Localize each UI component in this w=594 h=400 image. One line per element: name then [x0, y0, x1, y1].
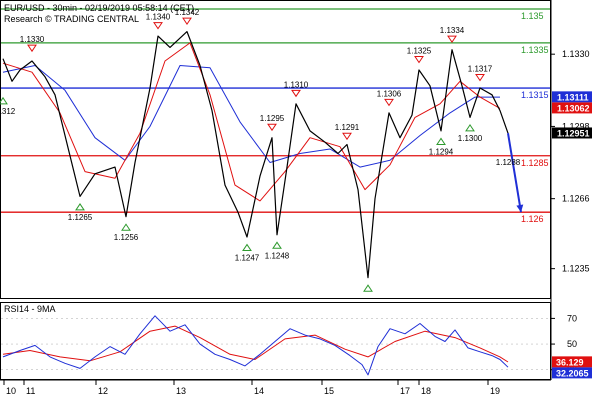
trough-marker [465, 124, 475, 132]
peak-label: 1.1325 [407, 46, 432, 55]
x-tick-label: 14 [254, 386, 264, 396]
chart-header-title: EUR/USD - 30min - 02/19/2019 05:58:14 (C… [4, 3, 194, 13]
forecast-arrow-head [516, 204, 524, 213]
y-tick-label: 1.1330 [562, 49, 590, 59]
trough-marker [272, 241, 282, 249]
peak-label: 1.1342 [175, 8, 200, 17]
trough-marker [0, 96, 8, 105]
y-tick-label: 1.1266 [562, 194, 590, 204]
rsi-line [2, 315, 509, 376]
rsi-grid [1, 318, 550, 371]
trough-label: 1.1247 [235, 254, 260, 263]
peak-label: 1.1340 [146, 13, 171, 22]
peak-label: 1.1291 [335, 123, 360, 132]
rsi-ma-series [2, 325, 509, 363]
price-label: 1.1288 [496, 158, 521, 167]
trough-label: 1.1294 [429, 147, 454, 156]
annotations: 1.1312 1.1330 1.1265 1.1256 1.1340 1.1342 1.12… [0, 8, 521, 292]
peak-marker [342, 132, 352, 141]
level-label: 1.126 [521, 214, 544, 224]
level-label: 1.1335 [521, 45, 549, 55]
rsi-value-badge [552, 367, 592, 379]
x-tick-label: 13 [176, 386, 186, 396]
chart-header-source: Research © TRADING CENTRAL [4, 14, 139, 24]
trough-marker [363, 284, 373, 292]
trough-marker [75, 203, 85, 211]
rsi-series [2, 315, 509, 376]
x-tick-label: 18 [421, 386, 431, 396]
price-line [2, 31, 509, 279]
trough-marker [121, 223, 131, 231]
x-tick-label: 11 [26, 386, 35, 396]
trough-label: 1.1300 [458, 134, 483, 143]
peak-label: 1.1330 [20, 35, 45, 44]
rsi-tick-label: 70 [567, 313, 577, 323]
peak-marker [182, 17, 192, 25]
peak-marker [475, 74, 485, 82]
rsi-value-label: 36.129 [556, 357, 584, 367]
rsi-value-badge [552, 356, 592, 368]
level-label: 1.135 [521, 11, 544, 21]
ma-fast-series [2, 42, 501, 202]
level-label: 1.1315 [521, 90, 549, 100]
rsi-tick-label: 50 [567, 339, 577, 349]
peak-marker [267, 123, 277, 132]
trough-label: 1.1256 [114, 233, 139, 242]
rsi-value-label: 32.2065 [556, 368, 589, 378]
current-price-label: 1.13062 [557, 103, 590, 113]
current-price-badge [552, 91, 592, 103]
x-tick-label: 12 [98, 386, 108, 396]
peak-label: 1.1295 [260, 114, 285, 123]
level-lines: 1.135 1.1335 1.1315 1.1285 1.126 [1, 8, 550, 224]
current-price-label: 1.13111 [557, 92, 589, 102]
trough-label: 1.1248 [265, 251, 290, 260]
price-axis: 1.1330 1.1298 1.1266 1.1235 [551, 49, 590, 274]
trough-label: 1.1312 [0, 107, 16, 116]
ma-slow-line [2, 65, 500, 168]
peak-label: 1.1310 [284, 80, 309, 89]
forecast-arrow [507, 133, 524, 213]
level-label: 1.1285 [521, 158, 549, 168]
current-price-badge [552, 102, 592, 114]
ma-fast-line [2, 42, 501, 202]
peak-marker [27, 44, 37, 53]
trough-marker [436, 137, 446, 145]
peak-label: 1.1334 [440, 26, 465, 35]
current-price-label: 1.12951 [557, 128, 590, 138]
trough-marker [242, 243, 252, 252]
x-tick-label: 10 [6, 386, 16, 396]
current-price-badge [552, 127, 592, 139]
peak-marker [153, 22, 163, 30]
peak-marker [384, 98, 394, 107]
forecast-arrow-line [507, 133, 522, 213]
y-tick-label: 1.1235 [562, 264, 590, 274]
peak-marker [447, 35, 457, 44]
time-axis: 10 11 12 13 14 15 17 18 19 [0, 379, 551, 396]
rsi-ma-line [2, 325, 509, 363]
peak-marker [414, 55, 424, 64]
peak-label: 1.1306 [377, 89, 402, 98]
y-tick-label: 1.1298 [562, 121, 590, 131]
peak-label: 1.1317 [468, 65, 493, 74]
x-tick-label: 17 [400, 386, 410, 396]
rsi-panel-title: RSI14 - 9MA [4, 304, 56, 314]
ma-slow-series [2, 65, 500, 168]
price-series [2, 31, 509, 279]
peak-marker [291, 89, 301, 98]
x-tick-label: 15 [324, 386, 334, 396]
trough-label: 1.1265 [68, 213, 93, 222]
x-tick-label: 19 [490, 386, 500, 396]
